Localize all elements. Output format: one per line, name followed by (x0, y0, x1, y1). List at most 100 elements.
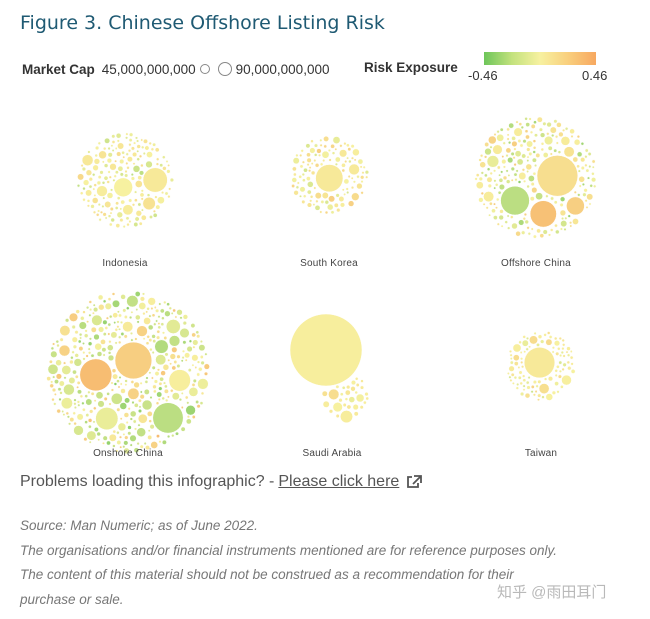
company-bubble[interactable] (525, 163, 533, 171)
company-bubble[interactable] (537, 379, 542, 384)
company-bubble[interactable] (517, 366, 521, 369)
company-bubble[interactable] (496, 130, 500, 134)
company-bubble[interactable] (198, 344, 206, 352)
company-bubble[interactable] (92, 187, 96, 191)
company-bubble[interactable] (140, 163, 144, 168)
company-bubble[interactable] (199, 355, 204, 359)
external-link-icon[interactable] (405, 474, 423, 490)
company-bubble[interactable] (146, 193, 151, 197)
company-bubble[interactable] (341, 188, 345, 192)
company-bubble[interactable] (522, 384, 526, 388)
company-bubble[interactable] (102, 146, 107, 151)
company-bubble[interactable] (513, 162, 517, 167)
company-bubble[interactable] (99, 170, 104, 175)
company-bubble[interactable] (140, 214, 147, 221)
company-bubble[interactable] (314, 192, 322, 200)
company-bubble[interactable] (139, 390, 143, 394)
company-bubble[interactable] (53, 402, 57, 406)
company-bubble[interactable] (134, 216, 140, 222)
company-bubble[interactable] (306, 152, 311, 158)
company-bubble[interactable] (61, 365, 72, 375)
company-bubble[interactable] (483, 191, 495, 203)
company-bubble[interactable] (500, 224, 504, 228)
company-bubble[interactable] (82, 310, 86, 314)
company-bubble[interactable] (536, 116, 543, 123)
company-bubble[interactable] (122, 225, 126, 229)
company-bubble[interactable] (152, 384, 157, 390)
company-bubble[interactable] (199, 339, 203, 344)
company-bubble[interactable] (184, 358, 188, 362)
company-bubble[interactable] (328, 388, 340, 400)
company-bubble[interactable] (156, 157, 160, 161)
company-bubble[interactable] (559, 227, 563, 231)
company-bubble[interactable] (119, 417, 123, 421)
company-bubble[interactable] (299, 164, 304, 169)
company-bubble[interactable] (92, 173, 96, 177)
company-bubble[interactable] (94, 153, 98, 158)
company-bubble[interactable] (542, 229, 548, 235)
company-bubble[interactable] (539, 233, 545, 239)
company-bubble[interactable] (122, 445, 126, 449)
company-bubble[interactable] (91, 197, 99, 204)
company-bubble[interactable] (515, 230, 521, 237)
company-bubble[interactable] (332, 136, 341, 144)
company-bubble[interactable] (553, 340, 561, 347)
company-bubble[interactable] (88, 300, 93, 304)
company-bubble[interactable] (77, 403, 81, 407)
company-bubble[interactable] (365, 175, 369, 179)
company-bubble[interactable] (120, 294, 126, 300)
company-bubble[interactable] (564, 126, 569, 131)
company-bubble[interactable] (584, 163, 588, 167)
company-bubble[interactable] (493, 202, 496, 206)
company-bubble[interactable] (135, 210, 142, 217)
company-bubble[interactable] (328, 158, 332, 162)
company-bubble[interactable] (137, 175, 143, 181)
company-bubble[interactable] (107, 170, 111, 174)
company-bubble[interactable] (578, 176, 585, 183)
company-bubble[interactable] (130, 146, 135, 151)
company-bubble[interactable] (198, 366, 203, 372)
company-bubble[interactable] (204, 352, 208, 356)
company-bubble[interactable] (518, 370, 523, 375)
company-bubble[interactable] (106, 440, 111, 446)
company-bubble[interactable] (292, 157, 300, 165)
company-bubble[interactable] (516, 382, 520, 386)
company-bubble[interactable] (111, 292, 116, 296)
company-bubble[interactable] (554, 135, 559, 139)
company-bubble[interactable] (525, 122, 531, 127)
company-bubble[interactable] (85, 354, 89, 358)
company-bubble[interactable] (582, 192, 587, 197)
company-bubble[interactable] (91, 311, 95, 315)
company-bubble[interactable] (133, 222, 139, 227)
company-bubble[interactable] (87, 150, 91, 154)
company-bubble[interactable] (158, 386, 163, 391)
company-bubble[interactable] (512, 343, 522, 353)
company-bubble[interactable] (530, 182, 535, 187)
company-bubble[interactable] (520, 357, 524, 361)
company-bubble[interactable] (152, 212, 158, 218)
company-bubble[interactable] (334, 147, 338, 151)
company-bubble[interactable] (168, 335, 181, 347)
company-bubble[interactable] (161, 316, 165, 320)
company-bubble[interactable] (524, 219, 529, 225)
company-bubble[interactable] (114, 328, 119, 332)
company-bubble[interactable] (171, 365, 177, 371)
company-bubble[interactable] (347, 174, 351, 179)
company-bubble[interactable] (71, 324, 76, 330)
company-bubble[interactable] (80, 164, 84, 168)
company-bubble[interactable] (124, 383, 128, 387)
company-bubble[interactable] (114, 159, 118, 163)
company-bubble[interactable] (562, 128, 566, 132)
company-bubble[interactable] (94, 342, 102, 351)
company-bubble[interactable] (338, 196, 345, 202)
company-bubble[interactable] (301, 172, 305, 177)
company-bubble[interactable] (506, 214, 510, 218)
company-bubble[interactable] (480, 171, 484, 175)
company-bubble[interactable] (97, 203, 101, 207)
company-bubble[interactable] (535, 384, 539, 388)
company-bubble[interactable] (166, 169, 171, 174)
company-bubble[interactable] (152, 142, 157, 147)
company-bubble[interactable] (363, 400, 367, 405)
company-bubble[interactable] (137, 202, 142, 207)
company-bubble[interactable] (514, 150, 522, 158)
